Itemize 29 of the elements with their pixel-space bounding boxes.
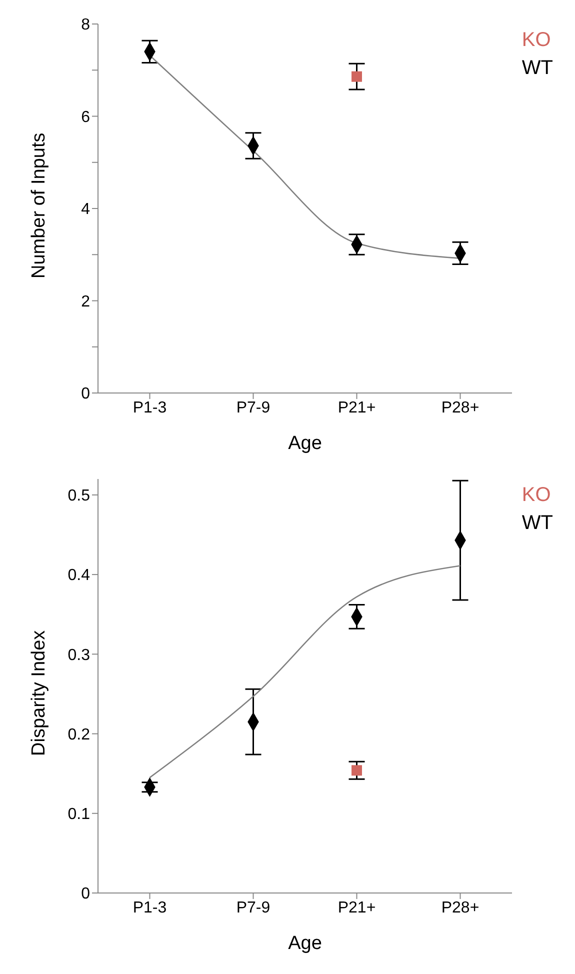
y-tick-label: 0.2 [68, 726, 90, 744]
text: KO [522, 28, 552, 53]
y-tick-label: 0.4 [68, 567, 90, 584]
y-tick-label: 6 [81, 108, 90, 126]
text: WT [522, 56, 553, 81]
y-tick-label: 0.3 [68, 646, 90, 664]
y-tick-label: 2 [81, 293, 90, 310]
x-tick-label: P7-9 [236, 399, 270, 416]
y-tick-label: 8 [81, 16, 90, 34]
y-tick-label: 0 [81, 386, 90, 403]
y-tick-label: 0.5 [68, 488, 90, 505]
x-tick-label: P28+ [441, 399, 480, 416]
x-tick-label: P28+ [441, 899, 480, 916]
text: WT [522, 511, 553, 536]
point [352, 765, 362, 776]
x-tick-label: P1-3 [132, 899, 167, 916]
point [352, 71, 362, 82]
x-tick-label: P21+ [338, 399, 376, 416]
y-axis-title: Disparity Index [28, 630, 50, 756]
text: KO [522, 483, 552, 508]
y-tick-label: 0.1 [68, 806, 90, 824]
y-tick-label: 0 [81, 886, 90, 903]
x-tick-label: P21+ [338, 899, 376, 916]
x-tick-label: P1-3 [132, 399, 167, 416]
y-tick-label: 4 [81, 201, 90, 218]
x-axis-title: Age [288, 433, 322, 454]
x-axis-title: Age [288, 933, 322, 954]
y-axis-title: Number of Inputs [28, 132, 50, 278]
x-tick-label: P7-9 [236, 899, 270, 916]
